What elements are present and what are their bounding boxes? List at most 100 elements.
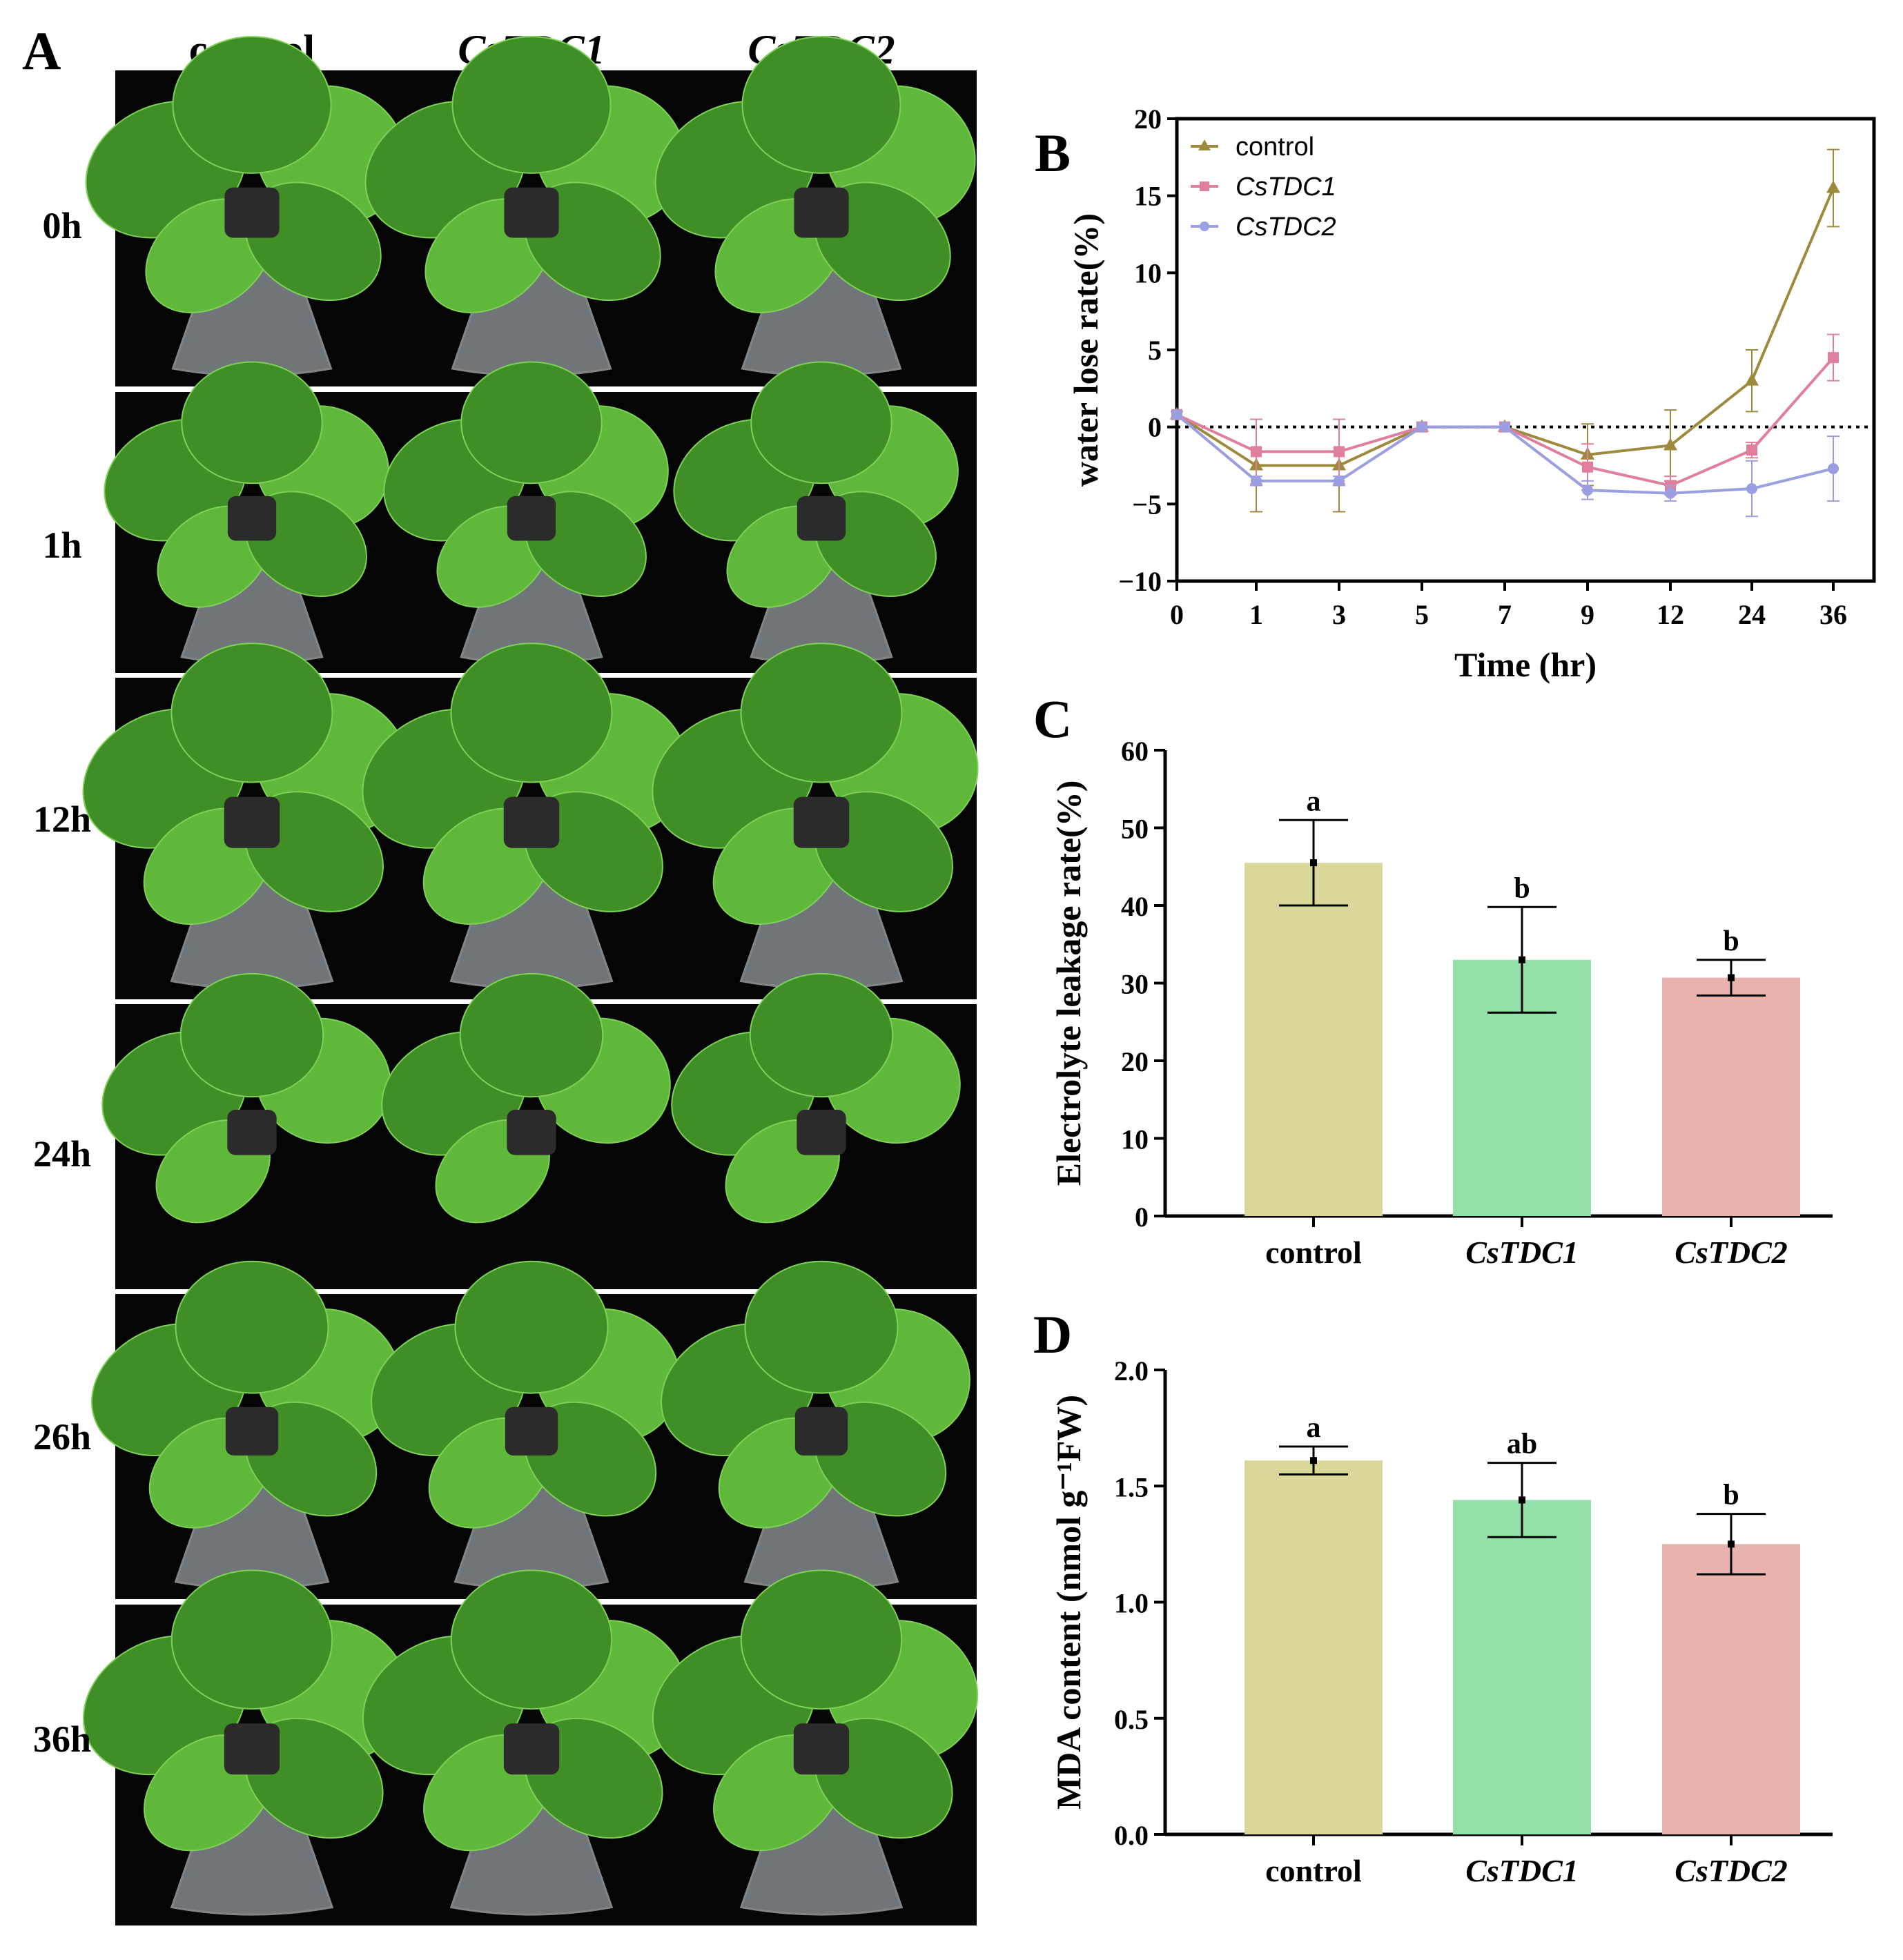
data-point: [1746, 483, 1757, 494]
leaf: [460, 361, 603, 484]
legend-label-CsTDC1: CsTDC1: [1236, 173, 1336, 202]
x-tick-label-control: control: [1265, 1235, 1362, 1270]
significance-letter: a: [1307, 785, 1321, 817]
y-tick-label: 30: [1121, 969, 1149, 1000]
significance-letter: b: [1723, 1480, 1739, 1511]
data-point: [1826, 180, 1840, 193]
sponge: [797, 496, 846, 541]
y-axis-label: Electrolyte leakage rate(%): [1049, 781, 1088, 1186]
photo-row: [82, 1569, 979, 1925]
legend-marker: [1198, 139, 1211, 150]
leaf: [744, 1260, 899, 1394]
y-tick-label: 20: [1134, 104, 1162, 135]
sponge: [794, 187, 849, 238]
leaf: [170, 643, 333, 783]
plant-CsTDC1: [381, 972, 671, 1224]
panel-c-letter: C: [1033, 689, 1072, 749]
leaf: [450, 1569, 613, 1710]
mean-point: [1728, 1540, 1735, 1548]
sponge: [793, 1723, 850, 1775]
data-point: [1582, 484, 1593, 496]
sponge: [224, 796, 280, 848]
series-CsTDC2: [1171, 409, 1839, 518]
y-tick-label: 0.0: [1114, 1820, 1149, 1851]
y-tick-label: 15: [1134, 181, 1162, 212]
x-tick-label: 9: [1581, 599, 1594, 630]
leaf: [749, 972, 894, 1098]
mean-point: [1519, 1496, 1525, 1504]
plant-CsTDC1: [362, 1569, 689, 1916]
plant-control: [91, 1260, 401, 1590]
y-tick-label: 60: [1121, 736, 1149, 767]
panel-d-letter: D: [1033, 1304, 1072, 1364]
leaf: [181, 361, 323, 484]
mean-point: [1519, 956, 1525, 963]
photo-row: [85, 36, 977, 386]
y-tick-label: 0.5: [1114, 1704, 1149, 1735]
x-tick-label: 12: [1657, 599, 1684, 630]
leaf: [459, 972, 604, 1098]
sponge: [224, 187, 280, 238]
y-tick-label: 1.5: [1114, 1471, 1149, 1502]
plant-control: [85, 36, 407, 377]
mean-point: [1310, 859, 1317, 867]
leaf: [451, 36, 612, 174]
photo-grid: 0h 1h 12h 24h 26h 36h: [33, 36, 979, 1925]
sponge: [224, 1723, 280, 1775]
data-point: [1171, 409, 1182, 420]
photo-row: [82, 643, 979, 999]
y-tick-label: 10: [1121, 1124, 1149, 1155]
significance-letter: a: [1307, 1412, 1321, 1444]
y-tick-label: 50: [1121, 814, 1149, 845]
photo-row: [101, 972, 977, 1289]
sponge: [504, 187, 559, 238]
data-point: [1665, 487, 1676, 499]
legend-marker: [1200, 182, 1209, 191]
chart-b: B −10 −5 0 5 10 15 20 0 1 3 5 7 9 12 24 36 control CsTDC1 C…: [1035, 104, 1876, 684]
row-label-36h: 36h: [33, 1718, 91, 1760]
data-point: [1746, 444, 1757, 456]
y-tick-label: 0: [1135, 1202, 1149, 1233]
y-tick-label: 20: [1121, 1046, 1149, 1077]
plant-CsTDC1: [364, 36, 686, 377]
panel-b-letter: B: [1035, 123, 1071, 183]
plant-CsTDC2: [652, 1569, 979, 1916]
sponge: [225, 1407, 279, 1456]
y-tick-label: 2.0: [1114, 1355, 1149, 1386]
sponge: [507, 1109, 556, 1155]
x-tick-label-CsTDC1: CsTDC1: [1465, 1853, 1579, 1888]
data-point: [1251, 446, 1262, 458]
leaf: [750, 361, 892, 484]
x-tick-label-CsTDC1: CsTDC1: [1465, 1235, 1579, 1270]
data-point: [1828, 352, 1839, 364]
y-tick-label: 1.0: [1114, 1588, 1149, 1619]
y-tick-label: −5: [1132, 489, 1162, 520]
bar-CsTDC2: [1662, 977, 1800, 1216]
sponge: [503, 796, 560, 848]
plant-control: [82, 643, 409, 990]
plant-control: [104, 361, 389, 665]
row-label-24h: 24h: [33, 1133, 91, 1175]
row-label-0h: 0h: [42, 205, 81, 246]
series-CsTDC1: [1171, 333, 1839, 496]
row-label-26h: 26h: [33, 1416, 91, 1458]
significance-letter: b: [1723, 925, 1739, 957]
x-tick-label: 1: [1249, 599, 1263, 630]
significance-letter: ab: [1507, 1429, 1537, 1460]
series-control: [1170, 148, 1840, 513]
y-axis-label: water lose rate(%): [1066, 213, 1105, 487]
data-point: [1334, 446, 1345, 458]
photo-row: [104, 361, 977, 673]
data-point: [1582, 461, 1593, 473]
bar-CsTDC2: [1662, 1544, 1800, 1834]
leaf: [175, 1260, 329, 1394]
sponge: [503, 1723, 560, 1775]
plant-CsTDC2: [654, 36, 976, 377]
x-tick-label-CsTDC2: CsTDC2: [1675, 1853, 1788, 1888]
data-point: [1416, 421, 1427, 433]
y-tick-label: 10: [1134, 257, 1162, 288]
x-tick-label: 5: [1415, 599, 1429, 630]
leaf: [179, 972, 324, 1098]
sponge: [227, 1109, 277, 1155]
plant-CsTDC1: [371, 1260, 681, 1590]
